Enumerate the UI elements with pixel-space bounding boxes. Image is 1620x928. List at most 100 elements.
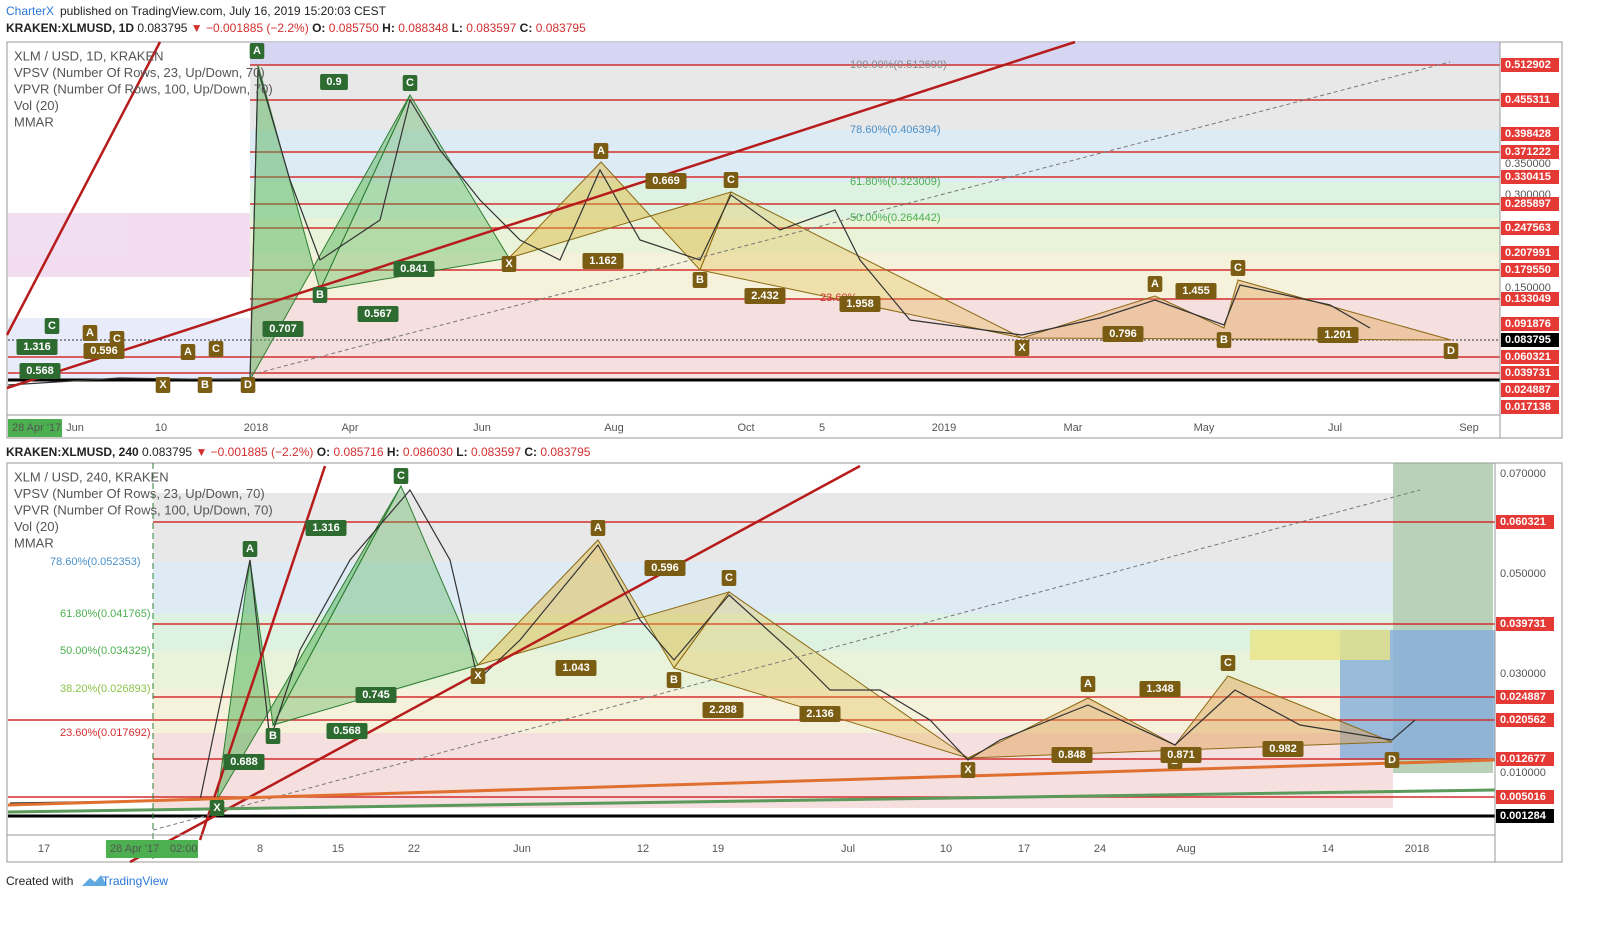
time-label: 24 <box>1094 843 1106 855</box>
pattern-label: 2.136 <box>806 708 834 720</box>
trend-line <box>152 489 1421 831</box>
time-label: 14 <box>1322 843 1334 855</box>
pattern-label-box <box>208 341 224 357</box>
pattern-label: 0.982 <box>1269 743 1297 755</box>
fib-label: 61.80%(0.323009) <box>850 176 941 188</box>
pattern-label-box <box>180 344 196 360</box>
pattern-label: 1.162 <box>589 255 617 267</box>
pattern-label-box <box>501 256 517 272</box>
pattern-label: X <box>213 802 221 814</box>
price-label: 0.039731 <box>1505 367 1551 379</box>
pattern-label-box <box>645 173 687 189</box>
pattern-label: C <box>1234 262 1242 274</box>
pattern-label-box <box>1102 326 1144 342</box>
time-label: 19 <box>712 843 724 855</box>
pattern-label-box <box>265 728 281 744</box>
pattern-label: 2.432 <box>751 290 779 302</box>
price-label: 0.005016 <box>1500 791 1546 803</box>
pattern-label-box <box>44 318 60 334</box>
pattern-label-box <box>1317 327 1359 343</box>
symbol-line: KRAKEN:XLMUSD, 1D 0.083795 ▼ −0.001885 (… <box>6 21 586 35</box>
fib-label: 100.00%(0.512609) <box>850 59 947 71</box>
pattern-label: 0.9 <box>326 76 341 88</box>
price-label-box <box>1501 263 1559 277</box>
price-label: 0.039731 <box>1500 618 1546 630</box>
pattern-label: A <box>246 543 254 555</box>
time-label: Jun <box>513 843 531 855</box>
pattern-label: 2.288 <box>709 704 737 716</box>
time-label: 2019 <box>932 422 956 434</box>
time-label: 2018 <box>244 422 268 434</box>
pattern-label: 1.316 <box>23 341 51 353</box>
change: ▼ −0.001885 (−2.2%) <box>195 445 313 459</box>
time-label: Apr <box>341 422 358 434</box>
pattern-label: 1.201 <box>1324 329 1352 341</box>
pattern-label: D <box>244 379 252 391</box>
pattern-label-box <box>1220 655 1236 671</box>
time-label: Jul <box>1328 422 1342 434</box>
pattern-label: C <box>212 343 220 355</box>
pattern-label-box <box>593 143 609 159</box>
price-label-box <box>1496 713 1554 727</box>
price-label-box <box>1501 366 1559 380</box>
time-label: 17 <box>1018 843 1030 855</box>
indicator-legend: Vol (20) <box>14 519 59 534</box>
logo <box>82 875 107 886</box>
pattern-label-box <box>590 520 606 536</box>
price-label-box <box>1496 752 1554 766</box>
indicator-legend: VPSV (Number Of Rows, 23, Up/Down, 70) <box>14 486 265 501</box>
pattern-label-box <box>470 668 486 684</box>
time-label: Aug <box>1176 843 1196 855</box>
pattern-label: 0.596 <box>651 562 679 574</box>
pattern-label: B <box>269 730 277 742</box>
price-axis-label: 0.050000 <box>1500 568 1546 580</box>
time-label: Mar <box>1064 422 1083 434</box>
change: ▼ −0.001885 (−2.2%) <box>191 21 309 35</box>
time-label: 8 <box>257 843 263 855</box>
author[interactable]: CharterX <box>6 4 54 18</box>
price-label-box <box>1501 170 1559 184</box>
pattern-label-box <box>1230 260 1246 276</box>
pattern-label-box <box>723 172 739 188</box>
pattern-label: 0.568 <box>26 365 54 377</box>
fib-label: 38.20%(0.026893) <box>60 683 151 695</box>
price-label-box <box>1496 790 1554 804</box>
start-badge-text: 02:00 <box>170 843 198 855</box>
symbol-line: KRAKEN:XLMUSD, 240 0.083795 ▼ −0.001885 … <box>6 445 591 459</box>
pattern-label-box <box>721 570 737 586</box>
price-label-box <box>1501 221 1559 235</box>
pattern-label: A <box>253 45 261 57</box>
footer-brand[interactable]: TradingView <box>102 874 168 888</box>
trend-line <box>7 788 1496 814</box>
pattern-label: 1.043 <box>562 662 590 674</box>
ohlc-value: 0.083795 <box>536 21 586 35</box>
start-badge-text: 28 Apr '17 <box>12 422 61 434</box>
time-label: 10 <box>155 422 167 434</box>
pattern-label: X <box>474 670 482 682</box>
pattern-label: C <box>113 333 121 345</box>
indicator-legend: Vol (20) <box>14 98 59 113</box>
symbol: KRAKEN:XLMUSD, 1D <box>6 21 134 35</box>
pattern-label: A <box>594 522 602 534</box>
price-label-box <box>1501 58 1559 72</box>
price-axis-label: 0.070000 <box>1500 468 1546 480</box>
pattern-label-box <box>262 321 304 337</box>
ohlc-label: C: <box>524 445 537 459</box>
pattern-label-box <box>393 261 435 277</box>
pattern-label-box <box>209 800 225 816</box>
pattern-shapes <box>216 64 1452 801</box>
ohlc-label: L: <box>456 445 467 459</box>
price-label: 0.285897 <box>1505 198 1551 210</box>
price-label-box <box>1501 246 1559 260</box>
price-label: 0.091876 <box>1505 318 1551 330</box>
price-label: 0.012677 <box>1500 753 1546 765</box>
price-label-box <box>1496 515 1554 529</box>
footer-text: Created with <box>6 874 73 888</box>
pattern-label: C <box>397 470 405 482</box>
pattern-label: X <box>505 258 513 270</box>
price-axis-label: 0.150000 <box>1505 282 1551 294</box>
pattern-label-box <box>555 660 597 676</box>
pattern-label-box <box>197 377 213 393</box>
pattern-label: 1.316 <box>312 522 340 534</box>
pattern-label: 0.688 <box>230 756 258 768</box>
